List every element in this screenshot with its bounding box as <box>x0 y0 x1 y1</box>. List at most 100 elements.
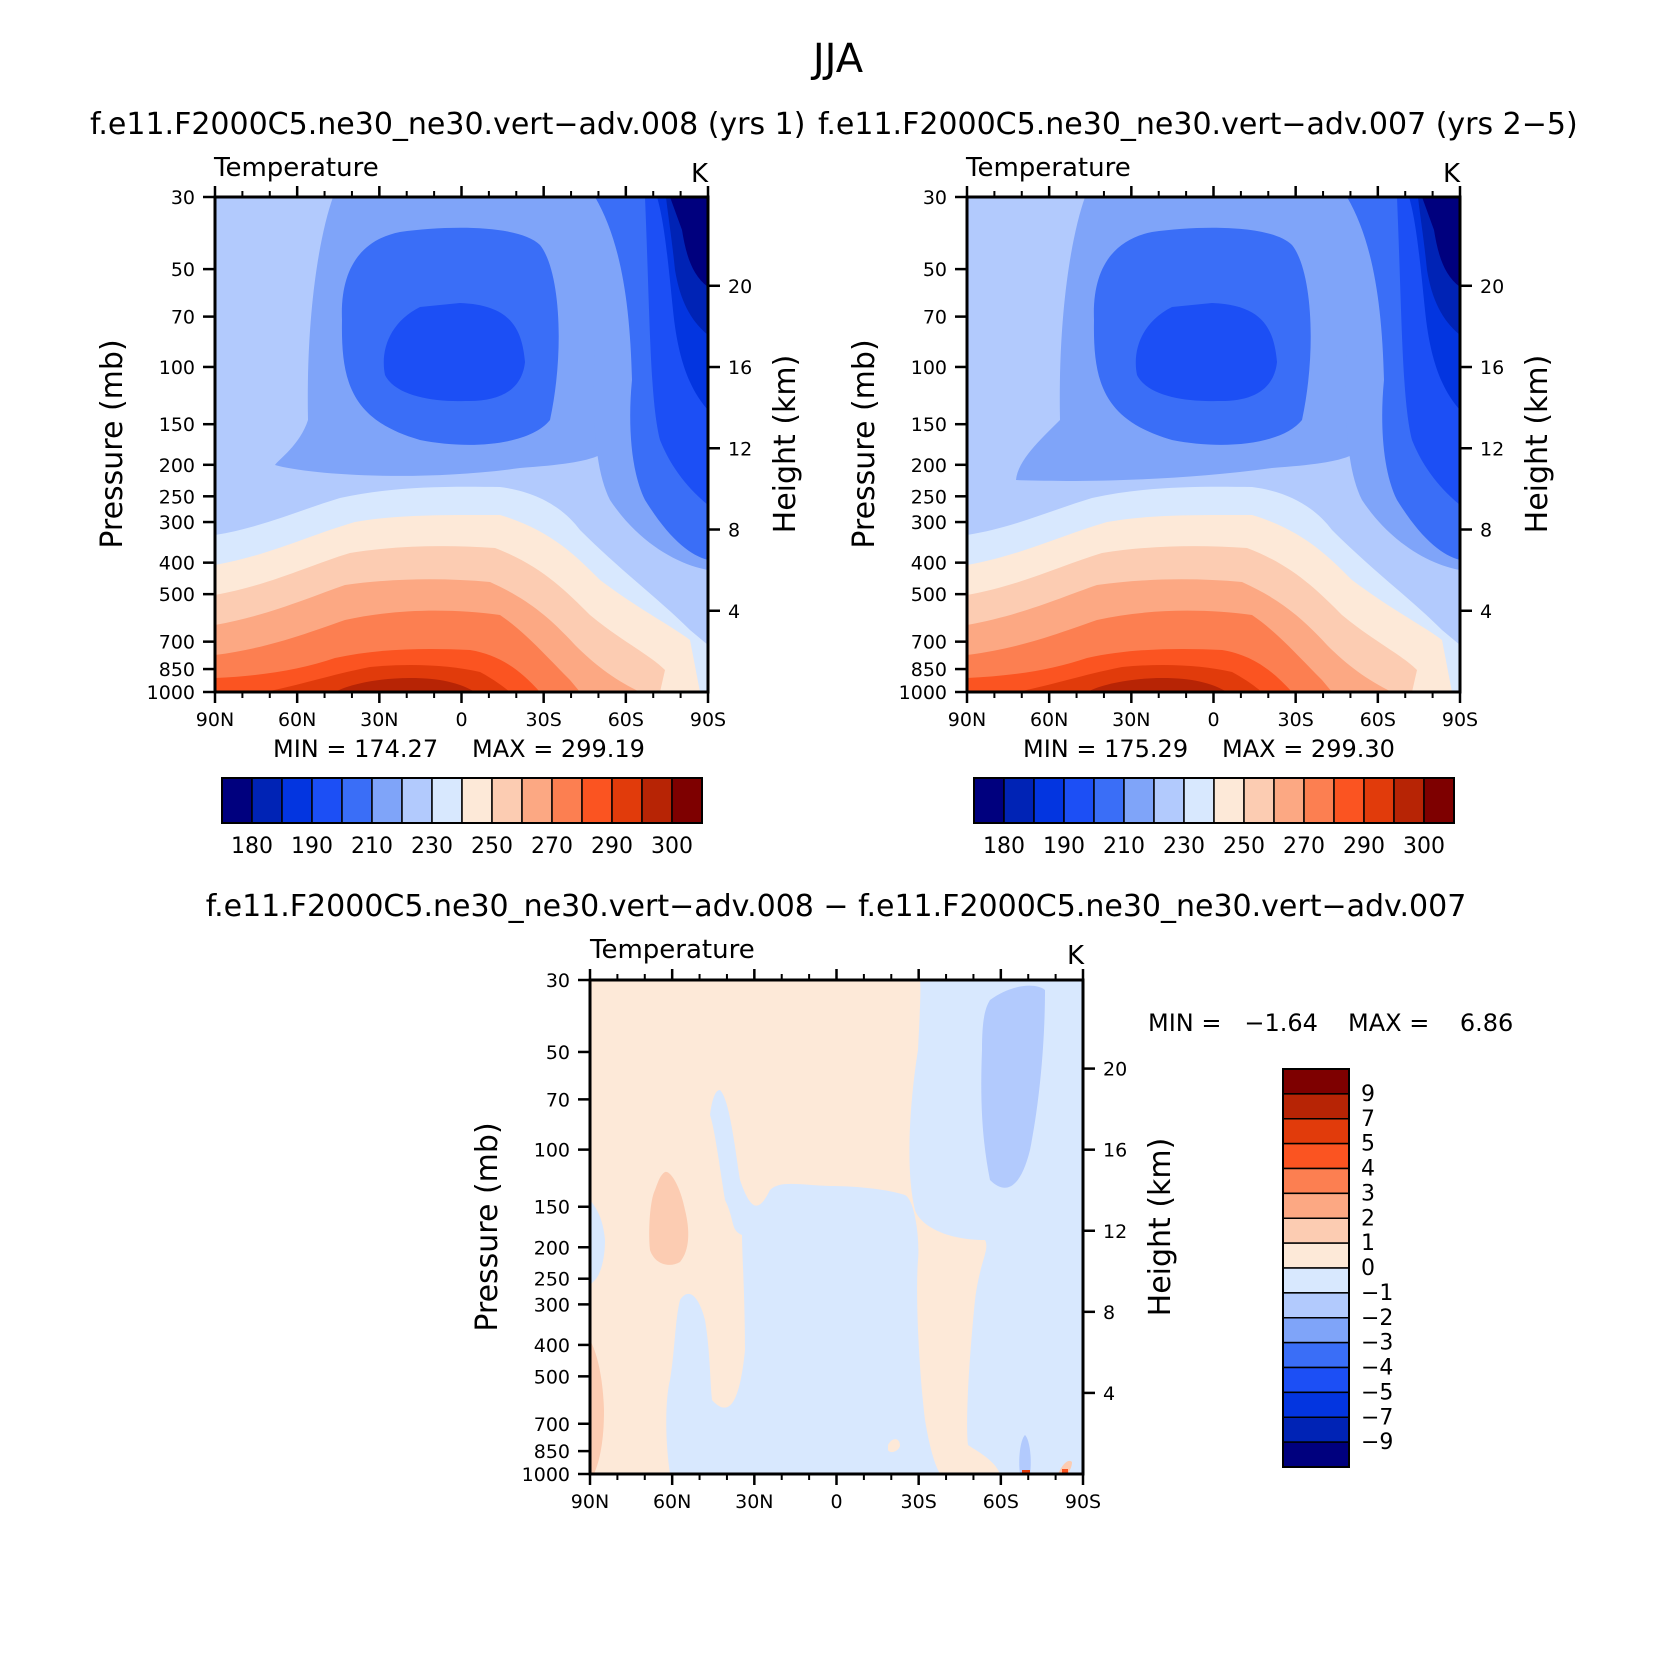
colorbar-label: 230 <box>1163 834 1205 859</box>
x-tick-label: 30N <box>1112 709 1150 731</box>
contour-band-180-east <box>1422 197 1460 287</box>
colorbar-label: −3 <box>1361 1331 1393 1356</box>
contour-field <box>967 197 1460 692</box>
y-tick-label: 700 <box>911 632 947 654</box>
colorbar-cell <box>251 777 283 824</box>
y-tick-label: 150 <box>534 1197 570 1219</box>
y-tick-label: 50 <box>923 259 947 281</box>
colorbar-cell <box>1033 777 1065 824</box>
colorbar-cell <box>611 777 643 824</box>
y-tick-label: 1000 <box>147 682 195 704</box>
colorbar-label: 9 <box>1361 1082 1375 1107</box>
colorbar-cell <box>221 777 253 824</box>
max-label: MAX = 299.19 <box>472 735 645 763</box>
y-tick-label: 1000 <box>899 682 947 704</box>
y-tick-label: 100 <box>534 1140 570 1162</box>
panel-title: f.e11.F2000C5.ne30_ne30.vert−adv.007 (yr… <box>818 107 1578 142</box>
y-tick-label: 850 <box>911 659 947 681</box>
colorbar-cell <box>1282 1391 1350 1418</box>
colorbar-cell <box>641 777 673 824</box>
colorbar-label: 300 <box>651 834 693 859</box>
contour-band-200 <box>383 303 525 402</box>
colorbar-cell <box>1282 1441 1350 1468</box>
y2-axis-label: Height (km) <box>1520 355 1555 534</box>
min-label: MIN = 175.29 <box>1023 735 1188 763</box>
x-tick-label: 0 <box>1207 709 1219 731</box>
y2-tick-label: 4 <box>728 601 740 623</box>
units-label: K <box>1067 941 1085 971</box>
contour-band-pos1 <box>649 1171 689 1265</box>
contour-band-neg1-center <box>666 1090 940 1474</box>
x-tick-label: 90N <box>571 1491 609 1513</box>
colorbar-cell <box>431 777 463 824</box>
colorbar-cell <box>1393 777 1425 824</box>
y-tick-label: 70 <box>546 1089 570 1111</box>
colorbar-cell <box>1243 777 1275 824</box>
y-tick-label: 200 <box>534 1237 570 1259</box>
y-tick-label: 250 <box>534 1269 570 1291</box>
x-tick-label: 60S <box>983 1491 1019 1513</box>
x-tick-label: 60N <box>653 1491 691 1513</box>
colorbar-label: 4 <box>1361 1157 1375 1182</box>
colorbar-horizontal: 180 190 210 230 250 270 290 300 <box>973 777 1455 859</box>
y-tick-label: 50 <box>171 259 195 281</box>
colorbar-cell <box>1282 1341 1350 1369</box>
colorbar-label: 230 <box>411 834 453 859</box>
y2-tick-label: 12 <box>1480 438 1504 460</box>
x-tick-label: 60S <box>1360 709 1396 731</box>
x-tick-label: 90S <box>1442 709 1478 731</box>
variable-label: Temperature <box>965 153 1131 183</box>
y-tick-label: 200 <box>159 455 195 477</box>
y-tick-label: 100 <box>159 357 195 379</box>
colorbar-label: 250 <box>1223 834 1265 859</box>
colorbar-label: −4 <box>1361 1356 1393 1381</box>
colorbar-label: 7 <box>1361 1107 1375 1132</box>
y-tick-label: 150 <box>159 414 195 436</box>
colorbar-label: 5 <box>1361 1132 1375 1157</box>
colorbar-label: 1 <box>1361 1231 1375 1256</box>
colorbar-cell <box>1063 777 1095 824</box>
colorbar-cell <box>341 777 373 824</box>
y-tick-label: 700 <box>159 632 195 654</box>
y2-tick-label: 8 <box>1103 1302 1115 1324</box>
colorbar-label: 290 <box>1343 834 1385 859</box>
y-tick-label: 700 <box>534 1414 570 1436</box>
axes-group: 90N 60N 30N 0 30S 60S 90S 30 50 70 100 150 200 250 300… <box>522 969 1127 1513</box>
colorbar-cell <box>1282 1093 1350 1120</box>
y-tick-label: 300 <box>534 1294 570 1316</box>
colorbar-cell <box>1093 777 1125 824</box>
y-tick-label: 250 <box>159 486 195 508</box>
panel-top-right: f.e11.F2000C5.ne30_ne30.vert−adv.007 (yr… <box>818 107 1578 859</box>
y2-tick-label: 20 <box>728 276 752 298</box>
colorbar-cell <box>1282 1366 1350 1394</box>
colorbar-cell <box>1282 1317 1350 1344</box>
colorbar-cell <box>1363 777 1395 824</box>
contour-band-200 <box>1135 303 1277 402</box>
colorbar-cell <box>461 777 493 824</box>
y2-tick-label: 16 <box>1103 1140 1127 1162</box>
min-label: MIN = −1.64 <box>1148 1009 1318 1037</box>
y-tick-label: 250 <box>911 486 947 508</box>
y2-axis-label: Height (km) <box>768 355 803 534</box>
max-label: MAX = 6.86 <box>1348 1009 1513 1037</box>
y2-tick-label: 20 <box>1480 276 1504 298</box>
y-tick-label: 500 <box>534 1366 570 1388</box>
colorbar-label: 2 <box>1361 1206 1375 1231</box>
colorbar-cell <box>1282 1068 1350 1095</box>
colorbar-label: 300 <box>1403 834 1445 859</box>
colorbar-horizontal: 180 190 210 230 250 270 290 300 <box>221 777 703 859</box>
colorbar-label: 250 <box>471 834 513 859</box>
y-tick-label: 70 <box>171 307 195 329</box>
units-label: K <box>1443 159 1461 189</box>
y-tick-label: 1000 <box>522 1464 570 1486</box>
colorbar-label: 210 <box>351 834 393 859</box>
contour-band-300 <box>1087 678 1227 692</box>
contour-band-neg2-bottom <box>1019 1435 1031 1474</box>
colorbar-cell <box>1282 1217 1350 1244</box>
x-tick-label: 90N <box>948 709 986 731</box>
figure-title: JJA <box>810 36 864 82</box>
colorbar-cell <box>1003 777 1035 824</box>
max-label: MAX = 299.30 <box>1222 735 1395 763</box>
contour-band-neg2 <box>981 985 1045 1188</box>
